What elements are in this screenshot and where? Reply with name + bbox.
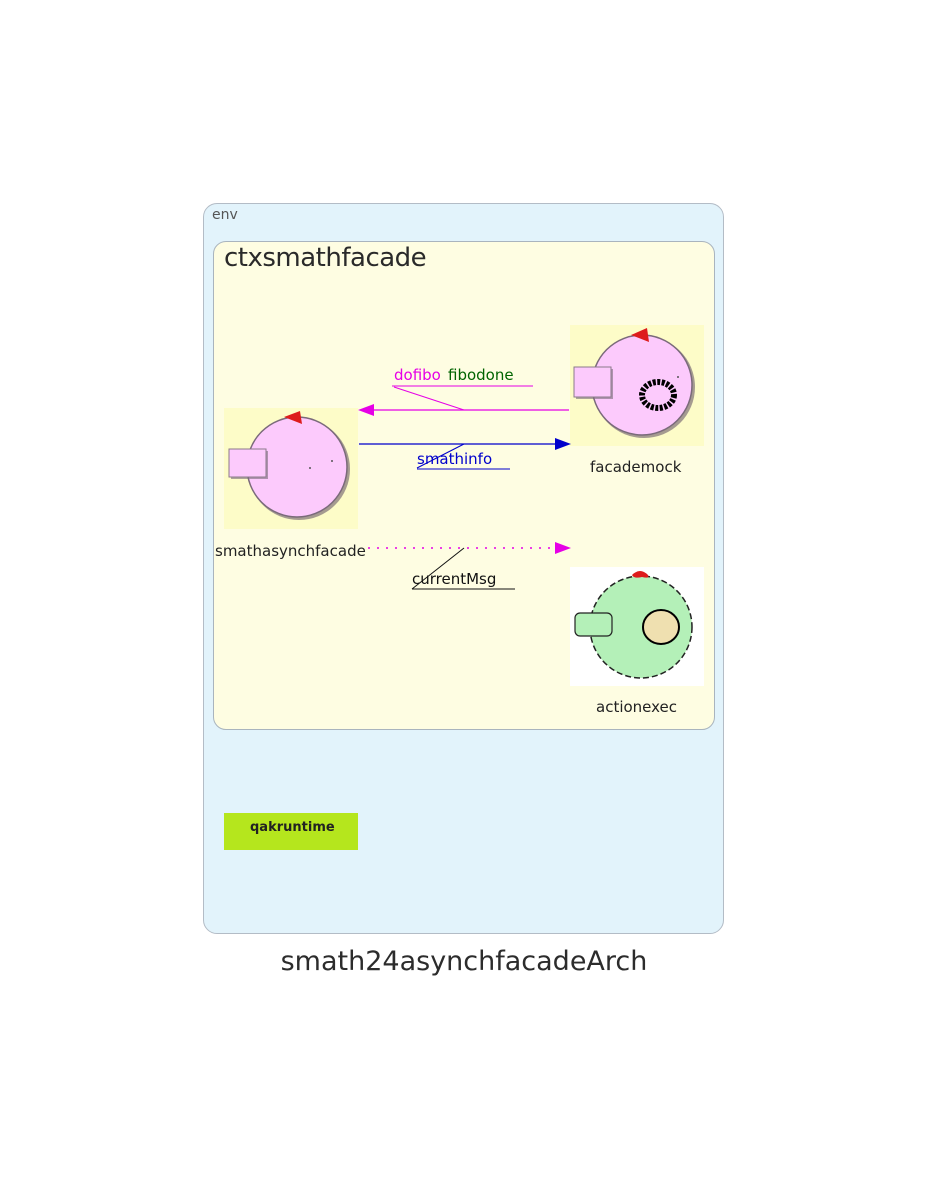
message-smathinfo-label: smathinfo bbox=[417, 450, 493, 468]
facademock-label: facademock bbox=[590, 458, 682, 476]
actionexec-label: actionexec bbox=[596, 698, 678, 716]
qakruntime-label: qakruntime bbox=[250, 820, 335, 835]
arrow-dofibo-fibodone bbox=[358, 385, 569, 416]
env-label: env bbox=[212, 207, 238, 223]
message-fibodone-label: fibodone bbox=[448, 366, 514, 384]
facademock-actor-icon[interactable] bbox=[570, 325, 704, 446]
qakruntime-box: qakruntime bbox=[224, 813, 358, 850]
context-title: ctxsmathfacade bbox=[224, 243, 427, 273]
message-dofibo-label: dofibo bbox=[394, 366, 441, 384]
smathasynchfacade-actor-icon[interactable] bbox=[224, 408, 358, 529]
smathasynchfacade-label: smathasynchfacade bbox=[215, 542, 366, 560]
actionexec-actor-icon[interactable] bbox=[570, 567, 704, 686]
architecture-title: smath24asynchfacadeArch bbox=[280, 946, 648, 977]
arrow-smathinfo bbox=[359, 438, 571, 470]
message-currentMsg-label: currentMsg bbox=[412, 570, 497, 588]
arrow-currentMsg bbox=[368, 542, 571, 590]
